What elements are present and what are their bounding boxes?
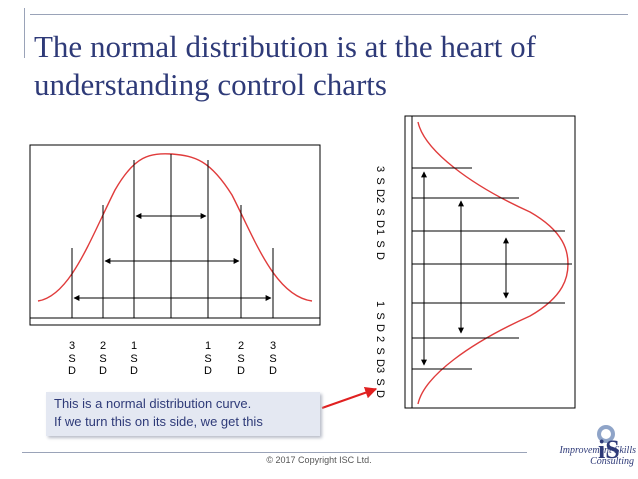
top-rule [30,14,628,15]
sd-label-minus1: 1 S D [130,340,138,377]
vertical-chart-frame [404,115,576,409]
vsd-label-1a: 1SD [374,228,386,260]
pointer-arrow [321,386,378,409]
vsd-label-3b: 3SD [374,366,386,398]
vertical-normal-curve [417,121,569,405]
sd-label-plus3: 3 S D [269,340,277,377]
vsd-label-2a: 2SD [374,196,386,228]
horizontal-chart-frame [29,144,321,326]
slide-title: The normal distribution is at the heart … [34,29,536,102]
callout-line-1: This is a normal distribution curve. [54,396,252,411]
sd-label-minus2: 2 S D [99,340,107,377]
sd-label-plus2: 2 S D [237,340,245,377]
callout-line-2: If we turn this on its side, we get this [54,414,263,429]
callout-box: This is a normal distribution curve. If … [46,392,320,436]
left-rule [24,8,25,58]
bottom-rule [22,452,527,453]
copyright-text: © 2017 Copyright ISC Ltd. [266,455,372,465]
vsd-label-1b: 1SD [374,300,386,332]
horizontal-normal-curve [37,153,313,302]
sd-label-minus3: 3 S D [68,340,76,377]
isc-logo-icon: iS [597,425,620,464]
logo-sub: Consulting [590,456,634,467]
sd-label-plus1: 1 S D [204,340,212,377]
logo-mark: iS [598,435,620,464]
logo-name: Improvement Skills [559,445,636,456]
